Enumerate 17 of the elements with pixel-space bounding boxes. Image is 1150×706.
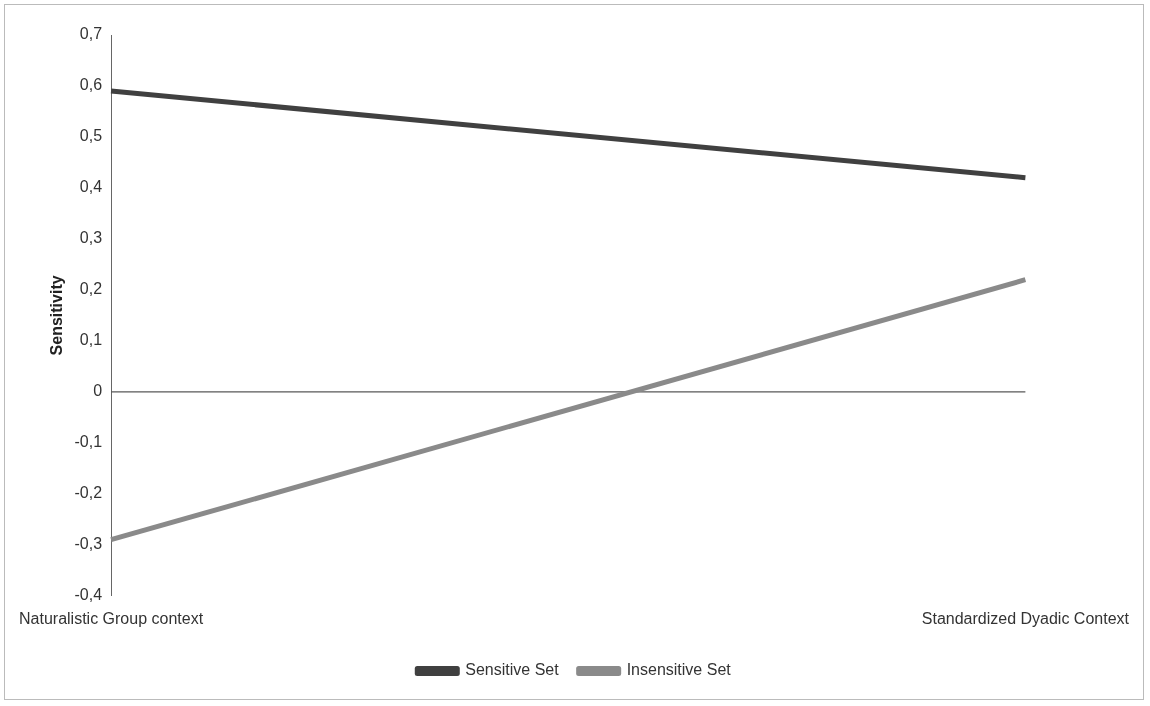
y-tick-label: 0 <box>93 382 103 400</box>
y-tick-label: 0,2 <box>79 280 103 298</box>
x-tick-label: Naturalistic Group context <box>19 609 204 627</box>
y-tick-label: 0,5 <box>79 127 103 145</box>
y-tick-label: 0,7 <box>79 25 103 43</box>
y-tick-label: -0,4 <box>74 586 103 604</box>
y-tick-label: 0,4 <box>79 178 103 196</box>
legend-label: Sensitive Set <box>465 661 560 679</box>
y-tick-label: -0,2 <box>74 484 103 502</box>
y-tick-label: 0,1 <box>79 331 103 349</box>
y-tick-label: -0,3 <box>74 535 103 553</box>
y-tick-label: 0,3 <box>79 229 103 247</box>
y-tick-label: 0,6 <box>79 76 103 94</box>
y-tick-label: -0,1 <box>74 433 103 451</box>
y-axis-title: Sensitivity <box>48 275 66 356</box>
legend-label: Insensitive Set <box>626 661 732 679</box>
x-tick-label: Standardized Dyadic Context <box>921 609 1130 627</box>
